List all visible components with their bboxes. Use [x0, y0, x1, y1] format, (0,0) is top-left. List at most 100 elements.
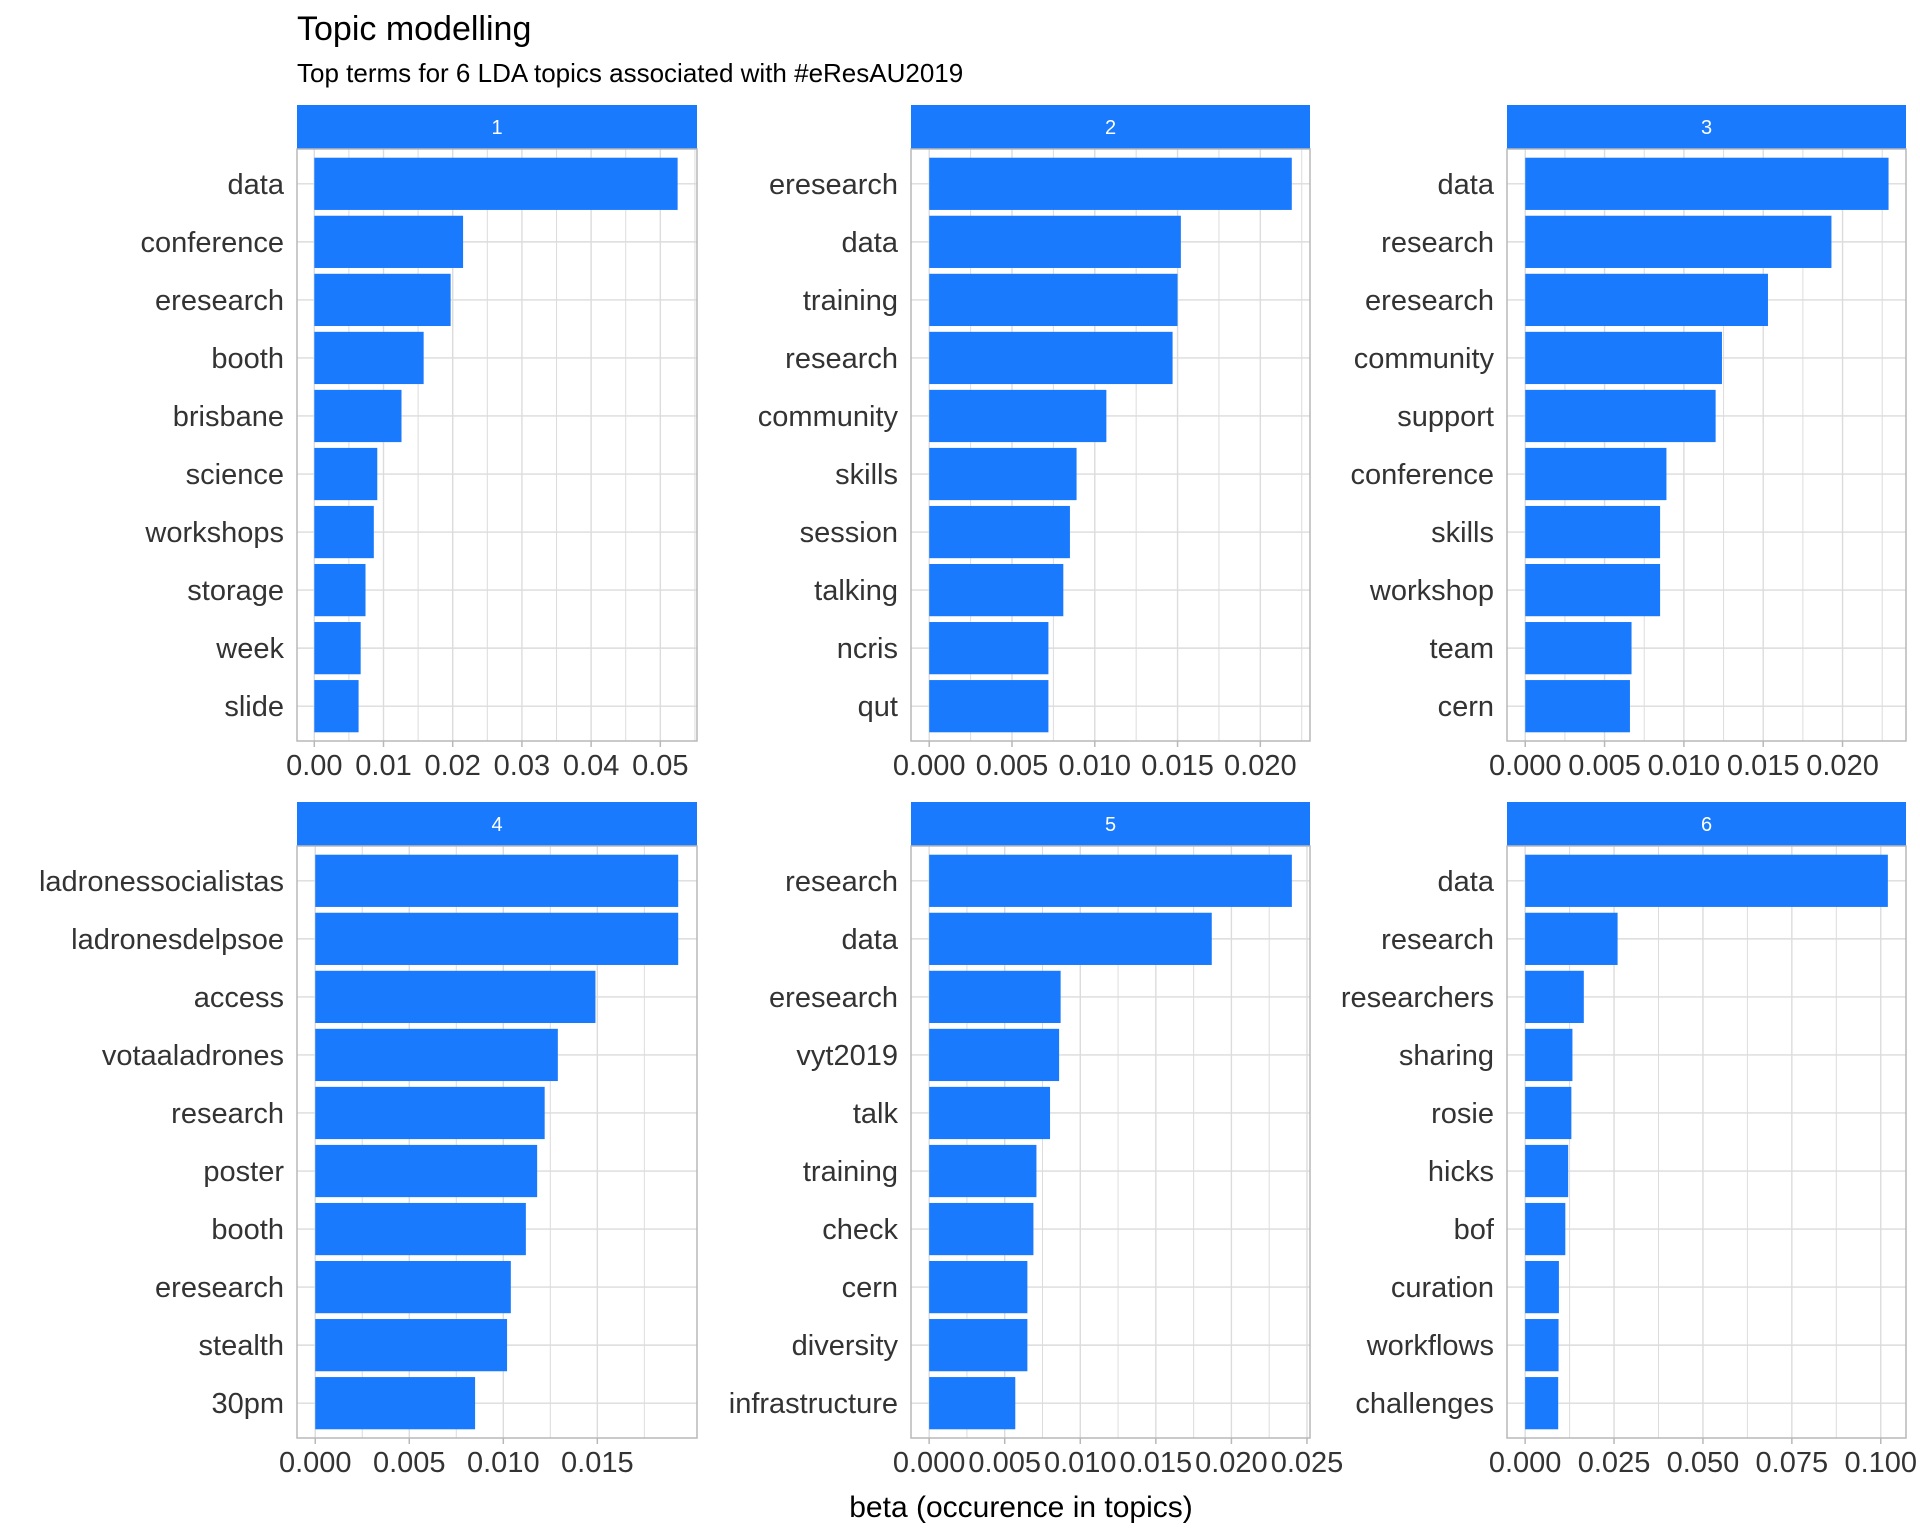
category-label: data — [228, 169, 285, 201]
bar-booth — [315, 1202, 526, 1256]
bar-data — [1525, 854, 1888, 907]
x-tick-label: 0.020 — [1806, 750, 1879, 782]
x-tick-label: 0.100 — [1844, 1447, 1917, 1479]
x-tick-label: 0.010 — [1648, 750, 1721, 782]
category-label: cern — [1438, 691, 1494, 723]
bar-research — [1525, 912, 1618, 965]
x-tick-label: 0.015 — [1141, 750, 1214, 782]
bar-skills — [929, 447, 1077, 501]
x-tick-label: 0.010 — [1044, 1447, 1117, 1479]
category-label: conference — [1351, 459, 1495, 491]
category-label: training — [803, 1156, 898, 1188]
bar-30pm — [315, 1377, 476, 1430]
bar-data — [929, 215, 1181, 268]
category-label: conference — [141, 227, 285, 259]
x-tick-label: 0.005 — [968, 1447, 1041, 1479]
chart-title: Topic modelling — [297, 10, 531, 48]
category-label: infrastructure — [729, 1388, 898, 1420]
category-label: workflows — [1366, 1330, 1494, 1362]
bar-data — [1525, 157, 1889, 210]
category-label: research — [1381, 227, 1494, 259]
x-tick-label: 0.015 — [1120, 1447, 1193, 1479]
bar-skills — [1525, 505, 1661, 559]
category-label: week — [215, 633, 284, 665]
facet-panel-6: 6 data research researchers sharing rosie hick… — [1341, 802, 1917, 1479]
bar-curation — [1525, 1260, 1559, 1314]
x-tick-label: 0.000 — [1489, 750, 1562, 782]
category-label: science — [186, 459, 284, 491]
bar-storage — [314, 563, 366, 617]
category-label: eresearch — [155, 1272, 284, 1304]
category-label: researchers — [1341, 982, 1494, 1014]
bar-qut — [929, 680, 1049, 733]
category-label: booth — [211, 1214, 284, 1246]
x-tick-label: 0.000 — [279, 1447, 352, 1479]
category-label: stealth — [199, 1330, 284, 1362]
bar-week — [314, 622, 361, 675]
x-tick-label: 0.015 — [561, 1447, 634, 1479]
facet-strip-label: 6 — [1701, 814, 1712, 836]
x-tick-label: 0.050 — [1667, 1447, 1740, 1479]
bar-hicks — [1525, 1144, 1569, 1198]
x-tick-label: 0.010 — [1058, 750, 1131, 782]
bar-diversity — [929, 1319, 1028, 1372]
bar-eresearch — [315, 1260, 511, 1314]
bar-infrastructure — [929, 1377, 1016, 1430]
category-label: rosie — [1431, 1098, 1494, 1130]
category-label: skills — [835, 459, 898, 491]
category-label: workshop — [1369, 575, 1494, 607]
x-tick-label: 0.000 — [893, 750, 966, 782]
facet-panel-3: 3 data research eresearch community support co… — [1351, 105, 1907, 782]
bar-community — [1525, 331, 1722, 385]
x-tick-label: 0.025 — [1578, 1447, 1651, 1479]
bar-booth — [314, 331, 424, 385]
facet-panel-5: 5 research data eresearch vyt2019 talk trainin… — [729, 802, 1344, 1479]
category-label: support — [1397, 401, 1494, 433]
facet-strip-1 — [297, 105, 697, 149]
bar-stealth — [315, 1319, 508, 1372]
bar-researchers — [1525, 970, 1584, 1024]
bar-ncris — [929, 622, 1049, 675]
x-tick-label: 0.01 — [355, 750, 411, 782]
category-label: skills — [1431, 517, 1494, 549]
category-label: qut — [858, 691, 898, 723]
category-label: research — [171, 1098, 284, 1130]
x-tick-label: 0.010 — [467, 1447, 540, 1479]
bar-eresearch — [1525, 273, 1768, 327]
bar-session — [929, 505, 1070, 559]
bar-access — [315, 970, 596, 1024]
category-label: booth — [211, 343, 284, 375]
x-tick-label: 0.005 — [1568, 750, 1641, 782]
category-label: eresearch — [155, 285, 284, 317]
category-label: bof — [1454, 1214, 1495, 1246]
facet-strip-6 — [1507, 802, 1906, 846]
category-label: curation — [1391, 1272, 1494, 1304]
x-tick-label: 0.075 — [1756, 1447, 1829, 1479]
bar-data — [929, 912, 1212, 965]
bar-research — [1525, 215, 1832, 268]
x-tick-label: 0.025 — [1271, 1447, 1344, 1479]
category-label: eresearch — [769, 169, 898, 201]
x-tick-label: 0.020 — [1224, 750, 1297, 782]
x-tick-label: 0.03 — [494, 750, 550, 782]
category-label: team — [1430, 633, 1494, 665]
x-tick-label: 0.005 — [373, 1447, 446, 1479]
category-label: workshops — [144, 517, 284, 549]
panel-border — [296, 845, 698, 1439]
bar-conference — [1525, 447, 1667, 501]
x-tick-label: 0.020 — [1195, 1447, 1268, 1479]
bar-brisbane — [314, 389, 402, 443]
facet-strip-label: 2 — [1105, 117, 1116, 139]
category-label: vyt2019 — [796, 1040, 898, 1072]
category-label: check — [822, 1214, 898, 1246]
category-label: data — [842, 924, 899, 956]
bar-bof — [1525, 1202, 1566, 1256]
category-label: community — [758, 401, 899, 433]
bar-workshop — [1525, 563, 1661, 617]
bar-check — [929, 1202, 1034, 1256]
facet-strip-4 — [297, 802, 697, 846]
category-label: research — [1381, 924, 1494, 956]
bar-vyt2019 — [929, 1028, 1060, 1082]
bar-cern — [1525, 680, 1630, 733]
category-label: eresearch — [769, 982, 898, 1014]
